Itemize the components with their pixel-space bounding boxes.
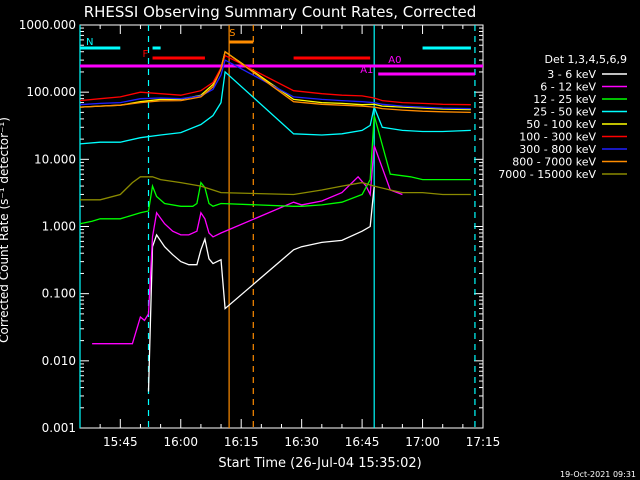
x-tick-label: 16:00 [163, 435, 198, 449]
plot-area: 1000.000 100.000 10.000 1.000 0.100 0.010 0.00… [19, 18, 501, 449]
series-line [79, 50, 471, 114]
flag-label: A1 [360, 65, 373, 76]
x-tick-label: 16:15 [224, 435, 259, 449]
legend-label: 300 - 800 keV [519, 143, 596, 156]
legend-title: Det 1,3,4,5,6,9 [544, 53, 627, 66]
x-tick-label: 15:45 [103, 435, 138, 449]
y-tick-label: 100.000 [26, 85, 76, 99]
y-tick-label: 1.000 [42, 220, 76, 234]
plot-frame [79, 24, 484, 429]
series-line [79, 59, 471, 110]
legend-label: 12 - 25 keV [533, 93, 596, 106]
flag-label: S [229, 28, 235, 39]
legend-label: 50 - 100 keV [526, 118, 596, 131]
series-line [80, 176, 471, 201]
y-tick-label: 1000.000 [19, 18, 76, 32]
series-line [79, 54, 471, 106]
series-line [79, 115, 471, 225]
legend-label: 800 - 7000 keV [512, 156, 596, 169]
series-line [92, 145, 403, 345]
series-line [147, 186, 375, 392]
legend-label: 100 - 300 keV [519, 131, 596, 144]
y-tick-label: 0.010 [42, 354, 76, 368]
legend-label: 7000 - 15000 keV [498, 168, 596, 181]
flag-label: A0 [388, 55, 401, 66]
legend-label: 3 - 6 keV [547, 68, 596, 81]
chart-title: RHESSI Observing Summary Count Rates, Co… [84, 3, 477, 21]
flag-label: F [143, 49, 149, 60]
series-line [79, 70, 471, 145]
flag-label: N [86, 37, 93, 48]
x-axis-label: Start Time (26-Jul-04 15:35:02) [218, 456, 421, 471]
x-tick-label: 17:00 [405, 435, 440, 449]
x-tick-label: 16:30 [284, 435, 319, 449]
x-tick-label: 16:45 [345, 435, 380, 449]
series-line [79, 50, 471, 111]
y-tick-label: 0.001 [42, 421, 76, 435]
x-tick-label: 17:15 [466, 435, 501, 449]
legend-label: 25 - 50 keV [533, 106, 596, 119]
y-axis-label: Corrected Count Rate (s⁻¹ detector⁻¹) [0, 117, 11, 343]
y-tick-label: 0.100 [42, 287, 76, 301]
footer-timestamp: 19-Oct-2021 09:31 [560, 470, 636, 479]
legend-label: 6 - 12 keV [540, 81, 596, 94]
y-tick-label: 10.000 [34, 152, 76, 166]
